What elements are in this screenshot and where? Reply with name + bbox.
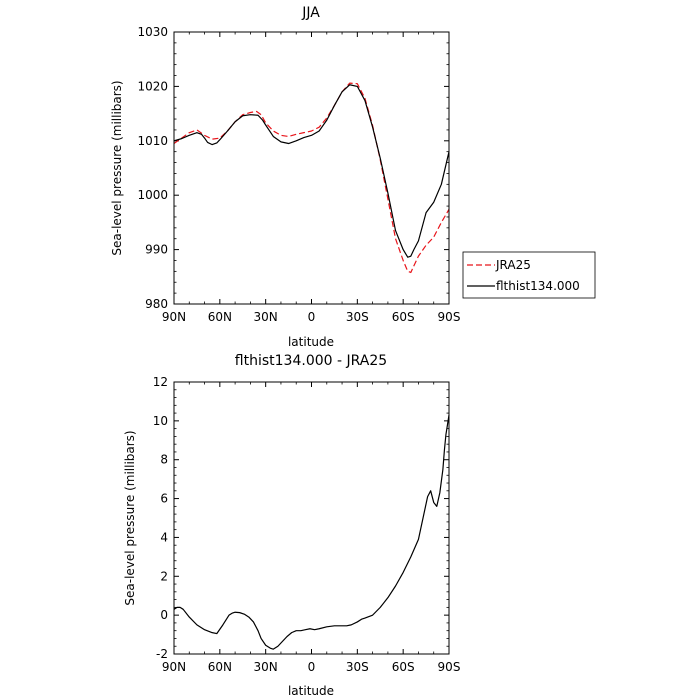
- y-tick-label: 6: [160, 492, 168, 506]
- legend-label-jra25: JRA25: [495, 258, 531, 272]
- bottom-x-axis-ticks: 90N 60N 30N 0 30S 60S 90S: [162, 382, 461, 674]
- top-chart-title: JJA: [301, 5, 320, 21]
- top-x-axis-label: latitude: [288, 335, 334, 349]
- y-tick-label: 2: [160, 569, 168, 583]
- x-tick-label: 90N: [162, 660, 186, 674]
- bottom-series-group: [173, 414, 450, 650]
- y-tick-label: 1000: [137, 188, 168, 202]
- top-panel: JJA 980 990 1000 1010 1020 1030 90N 60N 30N 0 30S…: [110, 5, 596, 349]
- y-tick-label: 12: [153, 375, 168, 389]
- y-tick-label: 990: [145, 243, 168, 257]
- top-y-axis-label: Sea-level pressure (millibars): [110, 80, 124, 255]
- legend-label-flthist: flthist134.000: [496, 279, 580, 293]
- x-tick-label: 90N: [162, 310, 186, 324]
- legend-box: [462, 251, 596, 299]
- y-tick-label: 1020: [137, 79, 168, 93]
- bottom-y-axis-ticks: -2 0 2 4 6 8 10 12: [153, 375, 449, 661]
- x-tick-label: 60S: [392, 660, 415, 674]
- y-tick-label: 4: [160, 530, 168, 544]
- bottom-x-axis-label: latitude: [288, 684, 334, 698]
- x-tick-label: 60N: [208, 660, 232, 674]
- x-tick-label: 30N: [254, 310, 278, 324]
- bottom-panel: flthist134.000 - JRA25 -2 0 2 4 6 8 10 12 90N 60…: [123, 353, 460, 698]
- x-tick-label: 30N: [254, 660, 278, 674]
- y-tick-label: 10: [153, 414, 168, 428]
- series-line-flthist134-000: [173, 84, 450, 258]
- top-series-group: [173, 82, 450, 274]
- x-tick-label: 90S: [438, 660, 461, 674]
- top-y-axis-ticks: 980 990 1000 1010 1020 1030: [137, 25, 449, 311]
- y-tick-label: 980: [145, 297, 168, 311]
- x-tick-label: 30S: [346, 660, 369, 674]
- bottom-plot-frame: [173, 381, 450, 655]
- difference-series-line: [173, 414, 450, 650]
- x-tick-label: 90S: [438, 310, 461, 324]
- top-plot-frame: [173, 31, 450, 305]
- bottom-y-axis-label: Sea-level pressure (millibars): [123, 430, 137, 605]
- y-tick-label: -2: [156, 647, 168, 661]
- y-tick-label: 1010: [137, 134, 168, 148]
- x-tick-label: 60N: [208, 310, 232, 324]
- series-line-jra25: [173, 82, 450, 274]
- x-tick-label: 30S: [346, 310, 369, 324]
- top-x-axis-ticks: 90N 60N 30N 0 30S 60S 90S: [162, 32, 461, 324]
- x-tick-label: 0: [308, 660, 316, 674]
- x-tick-label: 0: [308, 310, 316, 324]
- y-tick-label: 0: [160, 608, 168, 622]
- y-tick-label: 8: [160, 453, 168, 467]
- x-tick-label: 60S: [392, 310, 415, 324]
- legend: JRA25 flthist134.000: [462, 251, 596, 299]
- bottom-chart-title: flthist134.000 - JRA25: [235, 353, 387, 369]
- y-tick-label: 1030: [137, 25, 168, 39]
